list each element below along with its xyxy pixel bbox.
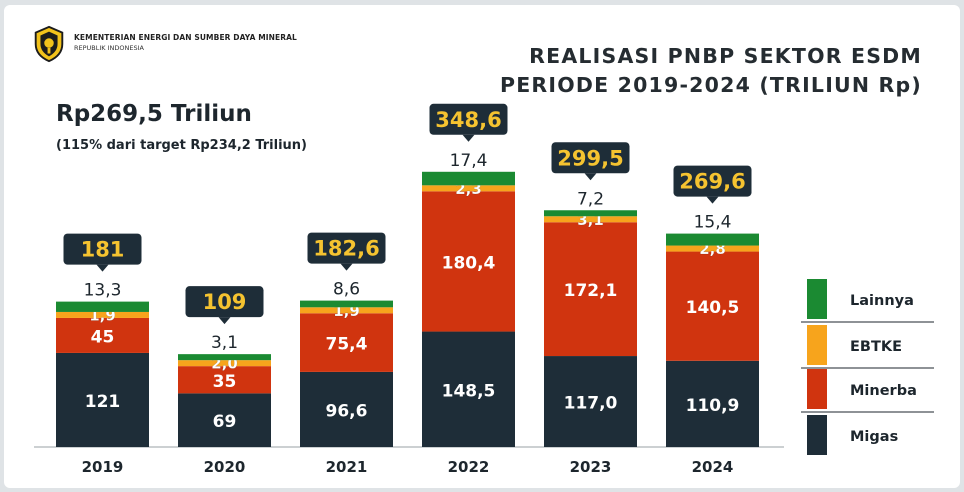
bar-ebtke-2022 xyxy=(422,185,515,192)
bar-label-minerba-2024: 140,5 xyxy=(686,298,740,318)
total-label-2020: 109 xyxy=(203,290,247,314)
x-tick-label-2020: 2020 xyxy=(204,458,246,476)
bar-ebtke-2020 xyxy=(178,360,271,367)
total-box-pointer-2022 xyxy=(462,134,475,142)
bar-label-minerba-2021: 75,4 xyxy=(326,335,368,355)
bar-minerba-2020 xyxy=(178,366,271,394)
legend-swatch-ebtke xyxy=(807,325,827,365)
total-realization: Rp269,5 Triliun xyxy=(56,101,252,127)
bar-ebtke-2019 xyxy=(56,311,149,318)
bar-minerba-2023 xyxy=(544,222,637,357)
total-label-2023: 299,5 xyxy=(557,146,623,170)
bar-minerba-2021 xyxy=(300,313,393,372)
total-label-2022: 348,6 xyxy=(435,108,501,132)
bar-migas-2021 xyxy=(300,371,393,447)
bar-label-minerba-2020: 35 xyxy=(213,372,237,392)
bar-migas-2019 xyxy=(56,352,149,447)
total-box-pointer-2021 xyxy=(340,263,353,271)
total-label-2019: 181 xyxy=(81,238,125,262)
total-box-2021 xyxy=(307,232,386,264)
bar-ebtke-2021 xyxy=(300,307,393,314)
bar-label-migas-2024: 110,9 xyxy=(686,396,740,416)
bar-minerba-2022 xyxy=(422,191,515,332)
bar-lainnya-2020 xyxy=(178,354,271,361)
bars-layer: 121451,913,3181201969352,03,1109202096,6… xyxy=(34,103,784,476)
total-box-2022 xyxy=(429,103,508,135)
bar-lainnya-2024 xyxy=(666,233,759,246)
bar-label-minerba-2022: 180,4 xyxy=(442,253,496,273)
legend-swatch-lainnya xyxy=(807,279,827,319)
bar-migas-2020 xyxy=(178,393,271,447)
total-box-2020 xyxy=(185,286,264,318)
bar-migas-2024 xyxy=(666,360,759,447)
legend-label-migas: Migas xyxy=(850,429,898,445)
bar-migas-2022 xyxy=(422,331,515,447)
bar-lainnya-2021 xyxy=(300,300,393,308)
org-name: KEMENTERIAN ENERGI DAN SUMBER DAYA MINER… xyxy=(74,33,297,42)
bar-ebtke-2024 xyxy=(666,245,759,252)
bar-label-migas-2021: 96,6 xyxy=(326,401,368,421)
total-box-2023 xyxy=(551,142,630,174)
total-box-pointer-2023 xyxy=(584,173,597,181)
esdm-emblem-icon xyxy=(34,25,64,63)
bar-lainnya-2022 xyxy=(422,171,515,186)
bar-minerba-2024 xyxy=(666,251,759,361)
x-tick-label-2022: 2022 xyxy=(448,458,490,476)
bar-label-migas-2023: 117,0 xyxy=(564,394,618,414)
legend-swatch-migas xyxy=(807,415,827,455)
total-box-2019 xyxy=(63,233,142,265)
chart-title: REALISASI PNBP SEKTOR ESDM xyxy=(529,44,922,68)
legend-label-lainnya: Lainnya xyxy=(850,293,914,309)
total-label-2021: 182,6 xyxy=(313,237,379,261)
bar-label-lainnya-2021: 8,6 xyxy=(333,280,360,300)
total-label-2024: 269,6 xyxy=(679,170,745,194)
x-tick-label-2023: 2023 xyxy=(570,458,612,476)
total-box-pointer-2020 xyxy=(218,317,231,325)
legend-label-ebtke: EBTKE xyxy=(850,339,902,355)
target-note: (115% dari target Rp234,2 Triliun) xyxy=(56,138,307,153)
chart-subtitle: PERIODE 2019-2024 (TRILIUN Rp) xyxy=(499,73,922,97)
bar-lainnya-2019 xyxy=(56,301,149,312)
total-box-2024 xyxy=(673,165,752,197)
bar-minerba-2019 xyxy=(56,317,149,353)
bar-label-lainnya-2022: 17,4 xyxy=(450,151,488,171)
legend-label-minerba: Minerba xyxy=(850,383,917,399)
legend-swatch-minerba xyxy=(807,369,827,409)
total-box-pointer-2019 xyxy=(96,264,109,272)
x-tick-label-2019: 2019 xyxy=(82,458,124,476)
legend: Lainnya EBTKE Minerba Migas xyxy=(801,279,934,455)
bar-ebtke-2023 xyxy=(544,216,637,223)
bar-label-lainnya-2019: 13,3 xyxy=(84,281,122,301)
bar-label-minerba-2019: 45 xyxy=(91,327,115,347)
bar-label-migas-2022: 148,5 xyxy=(442,381,496,401)
x-tick-label-2021: 2021 xyxy=(326,458,368,476)
bar-label-lainnya-2023: 7,2 xyxy=(577,189,604,209)
infographic-card: KEMENTERIAN ENERGI DAN SUMBER DAYA MINER… xyxy=(4,5,960,488)
stacked-bar-chart: 121451,913,3181201969352,03,1109202096,6… xyxy=(34,103,934,476)
bar-migas-2023 xyxy=(544,356,637,447)
x-tick-label-2024: 2024 xyxy=(692,458,734,476)
total-box-pointer-2024 xyxy=(706,196,719,204)
bar-label-migas-2019: 121 xyxy=(85,392,121,412)
bar-label-lainnya-2020: 3,1 xyxy=(211,333,238,353)
bar-label-minerba-2023: 172,1 xyxy=(564,281,618,301)
bar-lainnya-2023 xyxy=(544,210,637,217)
bar-label-lainnya-2024: 15,4 xyxy=(694,213,732,233)
bar-label-migas-2020: 69 xyxy=(213,412,237,432)
org-subtitle: REPUBLIK INDONESIA xyxy=(74,44,144,52)
